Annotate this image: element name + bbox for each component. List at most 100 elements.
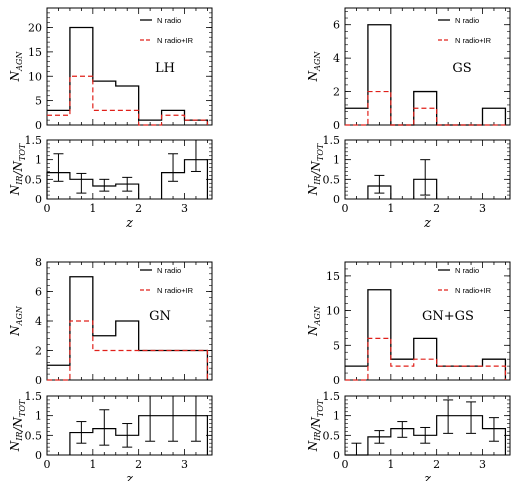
x-tick-label: 1 bbox=[387, 458, 394, 471]
ratio-y-tick-label: 1 bbox=[333, 154, 340, 167]
ratio-y-tick-label: 0 bbox=[333, 449, 340, 462]
chart-panel-3: 0 2 4 6 8 0 0.5 1 1.5 0 1 2 3 z NAGN NIR/NTOT N radio N r… bbox=[8, 256, 213, 486]
legend-label: N radio bbox=[157, 16, 181, 25]
ratio-y-tick-label: 0.5 bbox=[323, 429, 341, 442]
y-tick-label: 15 bbox=[326, 270, 340, 283]
y-tick-label: 0 bbox=[35, 374, 42, 387]
x-tick-label: 1 bbox=[387, 202, 394, 215]
x-tick-label: 0 bbox=[342, 202, 349, 215]
x-axis-label: z bbox=[423, 472, 431, 481]
ratio-y-tick-label: 1 bbox=[35, 154, 42, 167]
y-tick-label: 4 bbox=[35, 315, 42, 328]
histogram-series-1 bbox=[345, 289, 507, 380]
ratio-y-axis-label-text: NIR/NTOT bbox=[306, 143, 325, 196]
y-tick-label: 10 bbox=[326, 305, 340, 318]
y-axis-label: NAGN bbox=[8, 51, 24, 83]
y-tick-label: 4 bbox=[333, 52, 340, 65]
x-axis-label: z bbox=[423, 216, 431, 231]
chart-panel-1: 0 5 10 15 20 0 0.5 1 1.5 0 1 2 3 z NAGN NIR/NTOT N radio… bbox=[8, 7, 213, 231]
y-axis-label-text: NAGN bbox=[306, 305, 322, 337]
histogram-series-1 bbox=[345, 24, 507, 126]
ratio-y-axis-label-text: NIR/NTOT bbox=[8, 143, 27, 196]
x-tick-label: 0 bbox=[342, 458, 349, 471]
legend-label: N radio+IR bbox=[455, 286, 492, 295]
ratio-y-tick-label: 0 bbox=[333, 193, 340, 206]
x-tick-label: 0 bbox=[44, 458, 51, 471]
ratio-frame bbox=[344, 395, 511, 456]
x-axis-label: z bbox=[125, 472, 133, 481]
ratio-y-tick-label: 0 bbox=[35, 449, 42, 462]
ratio-y-axis-label-text: NIR/NTOT bbox=[8, 399, 27, 452]
y-axis-label-text: NAGN bbox=[306, 51, 322, 83]
histogram-frame bbox=[344, 7, 511, 126]
x-tick-label: 3 bbox=[181, 458, 188, 471]
x-tick-label: 2 bbox=[135, 458, 142, 471]
histogram-series-2 bbox=[345, 337, 507, 381]
ratio-y-tick-label: 1 bbox=[333, 410, 340, 423]
chart-panel-2: 0 2 4 6 0 0.5 1 1.5 0 1 2 3 z NAGN NIR/NTOT N radio N ra… bbox=[306, 7, 511, 231]
ratio-frame bbox=[46, 139, 213, 200]
y-axis-label: NAGN bbox=[306, 305, 322, 337]
x-tick-label: 2 bbox=[135, 202, 142, 215]
ratio-y-axis-label-text: NIR/NTOT bbox=[306, 399, 325, 452]
legend-label: N radio+IR bbox=[455, 36, 492, 45]
x-tick-label: 3 bbox=[479, 458, 486, 471]
histogram-series-2 bbox=[47, 75, 209, 126]
x-tick-label: 1 bbox=[89, 202, 96, 215]
ratio-y-tick-label: 0 bbox=[35, 193, 42, 206]
panel-label: GN+GS bbox=[422, 309, 474, 324]
y-axis-label: NAGN bbox=[306, 51, 322, 83]
ratio-y-tick-label: 1.5 bbox=[25, 390, 43, 403]
y-tick-label: 5 bbox=[333, 339, 340, 352]
ratio-frame bbox=[46, 395, 213, 456]
legend-label: N radio bbox=[455, 16, 479, 25]
panel-label: GN bbox=[149, 309, 171, 324]
legend-label: N radio bbox=[455, 266, 479, 275]
ratio-y-axis-label: NIR/NTOT bbox=[8, 143, 27, 196]
y-tick-label: 10 bbox=[28, 70, 42, 83]
histogram-series-2 bbox=[345, 90, 506, 126]
x-axis-label: z bbox=[125, 216, 133, 231]
chart-panel-4: 0 5 10 15 0 0.5 1 1.5 0 1 2 3 z NAGN NIR/NTOT N radio N … bbox=[306, 261, 511, 486]
x-tick-label: 2 bbox=[433, 458, 440, 471]
legend-label: N radio+IR bbox=[157, 36, 194, 45]
y-tick-label: 0 bbox=[333, 374, 340, 387]
y-axis-label-text: NAGN bbox=[8, 51, 24, 83]
x-tick-label: 2 bbox=[433, 202, 440, 215]
legend-label: N radio bbox=[157, 266, 181, 275]
histogram-frame bbox=[344, 261, 511, 381]
ratio-y-tick-label: 1 bbox=[35, 410, 42, 423]
legend-label: N radio+IR bbox=[157, 286, 194, 295]
ratio-y-tick-label: 0.5 bbox=[25, 173, 43, 186]
ratio-y-axis-label: NIR/NTOT bbox=[306, 143, 325, 196]
y-tick-label: 15 bbox=[28, 46, 42, 59]
panel-label: GS bbox=[452, 61, 471, 76]
histogram-frame bbox=[46, 7, 213, 126]
x-tick-label: 1 bbox=[89, 458, 96, 471]
panel-label: LH bbox=[155, 61, 175, 76]
histogram-series-2 bbox=[47, 320, 209, 381]
ratio-y-tick-label: 0.5 bbox=[323, 173, 341, 186]
y-tick-label: 0 bbox=[333, 119, 340, 132]
ratio-y-tick-label: 1.5 bbox=[25, 134, 43, 147]
x-tick-label: 3 bbox=[181, 202, 188, 215]
y-tick-label: 20 bbox=[28, 22, 42, 35]
ratio-frame bbox=[344, 139, 511, 200]
y-tick-label: 6 bbox=[333, 19, 340, 32]
y-tick-label: 0 bbox=[35, 119, 42, 132]
y-tick-label: 8 bbox=[35, 256, 42, 269]
x-tick-label: 0 bbox=[44, 202, 51, 215]
y-tick-label: 2 bbox=[35, 345, 42, 358]
y-tick-label: 6 bbox=[35, 286, 42, 299]
ratio-y-axis-label: NIR/NTOT bbox=[8, 399, 27, 452]
y-tick-label: 5 bbox=[35, 95, 42, 108]
ratio-y-tick-label: 1.5 bbox=[323, 134, 341, 147]
x-tick-label: 3 bbox=[479, 202, 486, 215]
ratio-y-axis-label: NIR/NTOT bbox=[306, 399, 325, 452]
ratio-y-tick-label: 1.5 bbox=[323, 390, 341, 403]
ratio-y-tick-label: 0.5 bbox=[25, 429, 43, 442]
y-axis-label-text: NAGN bbox=[8, 305, 24, 337]
y-tick-label: 2 bbox=[333, 86, 340, 99]
y-axis-label: NAGN bbox=[8, 305, 24, 337]
